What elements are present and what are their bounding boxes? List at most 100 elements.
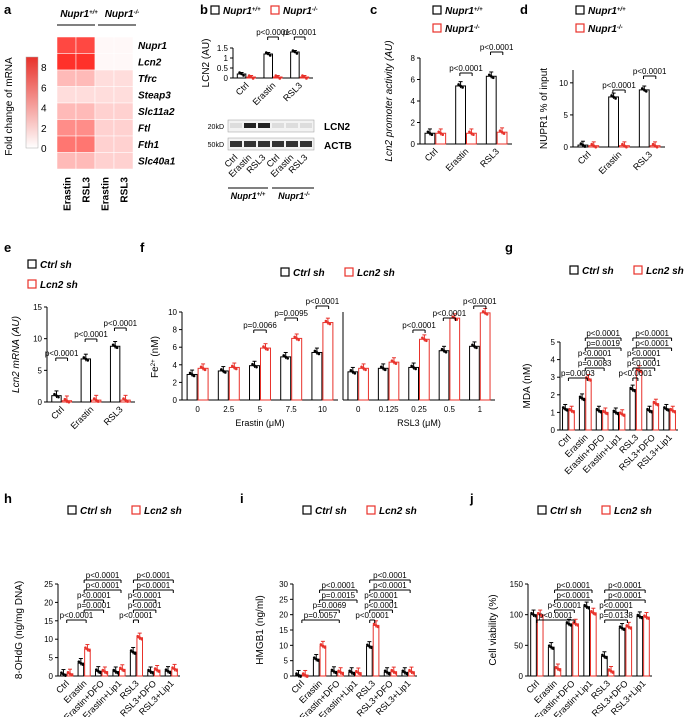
- data-point: [349, 369, 353, 372]
- data-point: [124, 398, 127, 402]
- legend: Nupr1+/+ Nupr1-/-: [432, 5, 483, 35]
- p-value-label: p<0.0001: [373, 571, 407, 580]
- superscript: +/+: [252, 7, 261, 13]
- data-point: [105, 671, 109, 675]
- heatmap-cell: [75, 36, 96, 54]
- p-value-label: p<0.0001: [608, 581, 642, 590]
- panel-letter: h: [4, 491, 12, 506]
- data-point: [625, 624, 629, 627]
- bar-chart-j: 050100150CtrlErastinErastin+DFOErastin+L…: [488, 580, 652, 717]
- y-tick-label: 2: [411, 119, 416, 128]
- data-point: [412, 671, 415, 675]
- data-point: [81, 663, 85, 666]
- legend-swatch-black: [27, 259, 37, 269]
- data-point: [487, 73, 491, 77]
- data-point: [502, 132, 506, 135]
- data-point: [326, 321, 330, 324]
- data-point: [364, 368, 367, 372]
- bar: [419, 338, 430, 401]
- data-point: [94, 668, 98, 672]
- legend-label: Nupr1+/+: [223, 6, 261, 17]
- heatmap-cell: [113, 152, 134, 170]
- y-tick-label: 6: [173, 343, 178, 352]
- y-axis-label: MDA (nM): [522, 364, 533, 409]
- y-tick-label: 150: [510, 580, 524, 589]
- data-point: [592, 144, 596, 148]
- data-point: [164, 668, 168, 672]
- colorbar-tick: 0: [41, 144, 47, 155]
- heatmap-cell: [113, 135, 134, 153]
- data-point: [643, 614, 646, 617]
- heatmap-cell: [94, 86, 115, 104]
- column-label: RSL3: [82, 177, 93, 203]
- blot-band: [300, 141, 312, 147]
- p-value-label: p<0.0001: [86, 581, 120, 590]
- bar: [347, 371, 359, 401]
- legend: Nupr1+/+ Nupr1-/-: [575, 5, 626, 35]
- data-point: [60, 671, 63, 674]
- data-point: [540, 614, 544, 618]
- data-point: [587, 606, 590, 610]
- y-tick-label: 30: [279, 580, 288, 589]
- p-value-label: p<0.0001: [627, 359, 661, 368]
- data-point: [623, 144, 626, 148]
- data-point: [293, 335, 296, 339]
- p-value-label: p<0.0001: [619, 369, 653, 378]
- data-point: [286, 357, 290, 360]
- data-point: [530, 611, 533, 615]
- p-value-label: p<0.0001: [635, 329, 669, 338]
- legend-label: Ctrl sh: [80, 506, 112, 517]
- y-tick-label: 4: [551, 356, 556, 365]
- group-label: Nupr1+/+: [60, 9, 98, 20]
- data-point: [305, 675, 309, 678]
- data-point: [88, 649, 91, 652]
- bar-chart-d: 0 5 10 Ctrl Erastin RSL3 NUPR1 % of input p<0.0…: [539, 67, 667, 176]
- data-point: [536, 611, 540, 615]
- data-point: [247, 74, 251, 77]
- data-point: [574, 622, 577, 626]
- data-point: [667, 409, 670, 412]
- unit: (nM): [150, 336, 161, 359]
- y-tick-label: 8: [173, 326, 178, 335]
- x-tick-label: 1: [478, 405, 483, 414]
- data-point: [86, 647, 89, 651]
- y-tick-label: 1: [224, 54, 229, 63]
- bar: [377, 367, 389, 401]
- data-point: [262, 345, 265, 348]
- y-axis-label: NUPR1 % of input: [539, 68, 550, 149]
- data-point: [392, 360, 396, 364]
- p-value-label: p<0.0001: [586, 329, 620, 338]
- bar: [84, 648, 91, 677]
- heatmap-cell: [75, 86, 96, 104]
- data-point: [611, 671, 615, 674]
- p-value-label: p<0.0001: [635, 339, 669, 348]
- data-point: [57, 395, 60, 399]
- p-value-label: p<0.0001: [548, 601, 582, 610]
- heatmap-cell: [94, 135, 115, 153]
- bar: [636, 616, 644, 677]
- data-point: [612, 409, 616, 413]
- legend: Ctrl sh Lcn2 sh: [27, 259, 78, 291]
- data-point: [136, 634, 140, 638]
- data-point: [461, 86, 464, 89]
- legend-label: Lcn2 sh: [357, 268, 395, 279]
- legend-swatch-black: [432, 5, 442, 15]
- data-point: [581, 143, 585, 147]
- bar-chart-c: 0 2 4 6 8 Ctrl Erastin RSL3 Lcn2 promoter activi…: [384, 40, 514, 173]
- bar: [625, 626, 633, 677]
- data-point: [590, 142, 594, 146]
- blot-row-label: ACTB: [324, 141, 352, 152]
- bar: [455, 85, 467, 145]
- y-tick-label: 10: [279, 641, 288, 650]
- data-point: [116, 671, 120, 675]
- heatmap-cell: [56, 102, 77, 120]
- bar: [319, 645, 327, 677]
- bar: [372, 624, 380, 677]
- y-tick-label: 2: [173, 378, 178, 387]
- data-point: [654, 402, 658, 405]
- data-point: [639, 370, 643, 373]
- data-point: [603, 655, 606, 658]
- bar: [408, 366, 420, 401]
- data-point: [171, 666, 174, 669]
- p-value-label: p<0.0001: [128, 601, 162, 610]
